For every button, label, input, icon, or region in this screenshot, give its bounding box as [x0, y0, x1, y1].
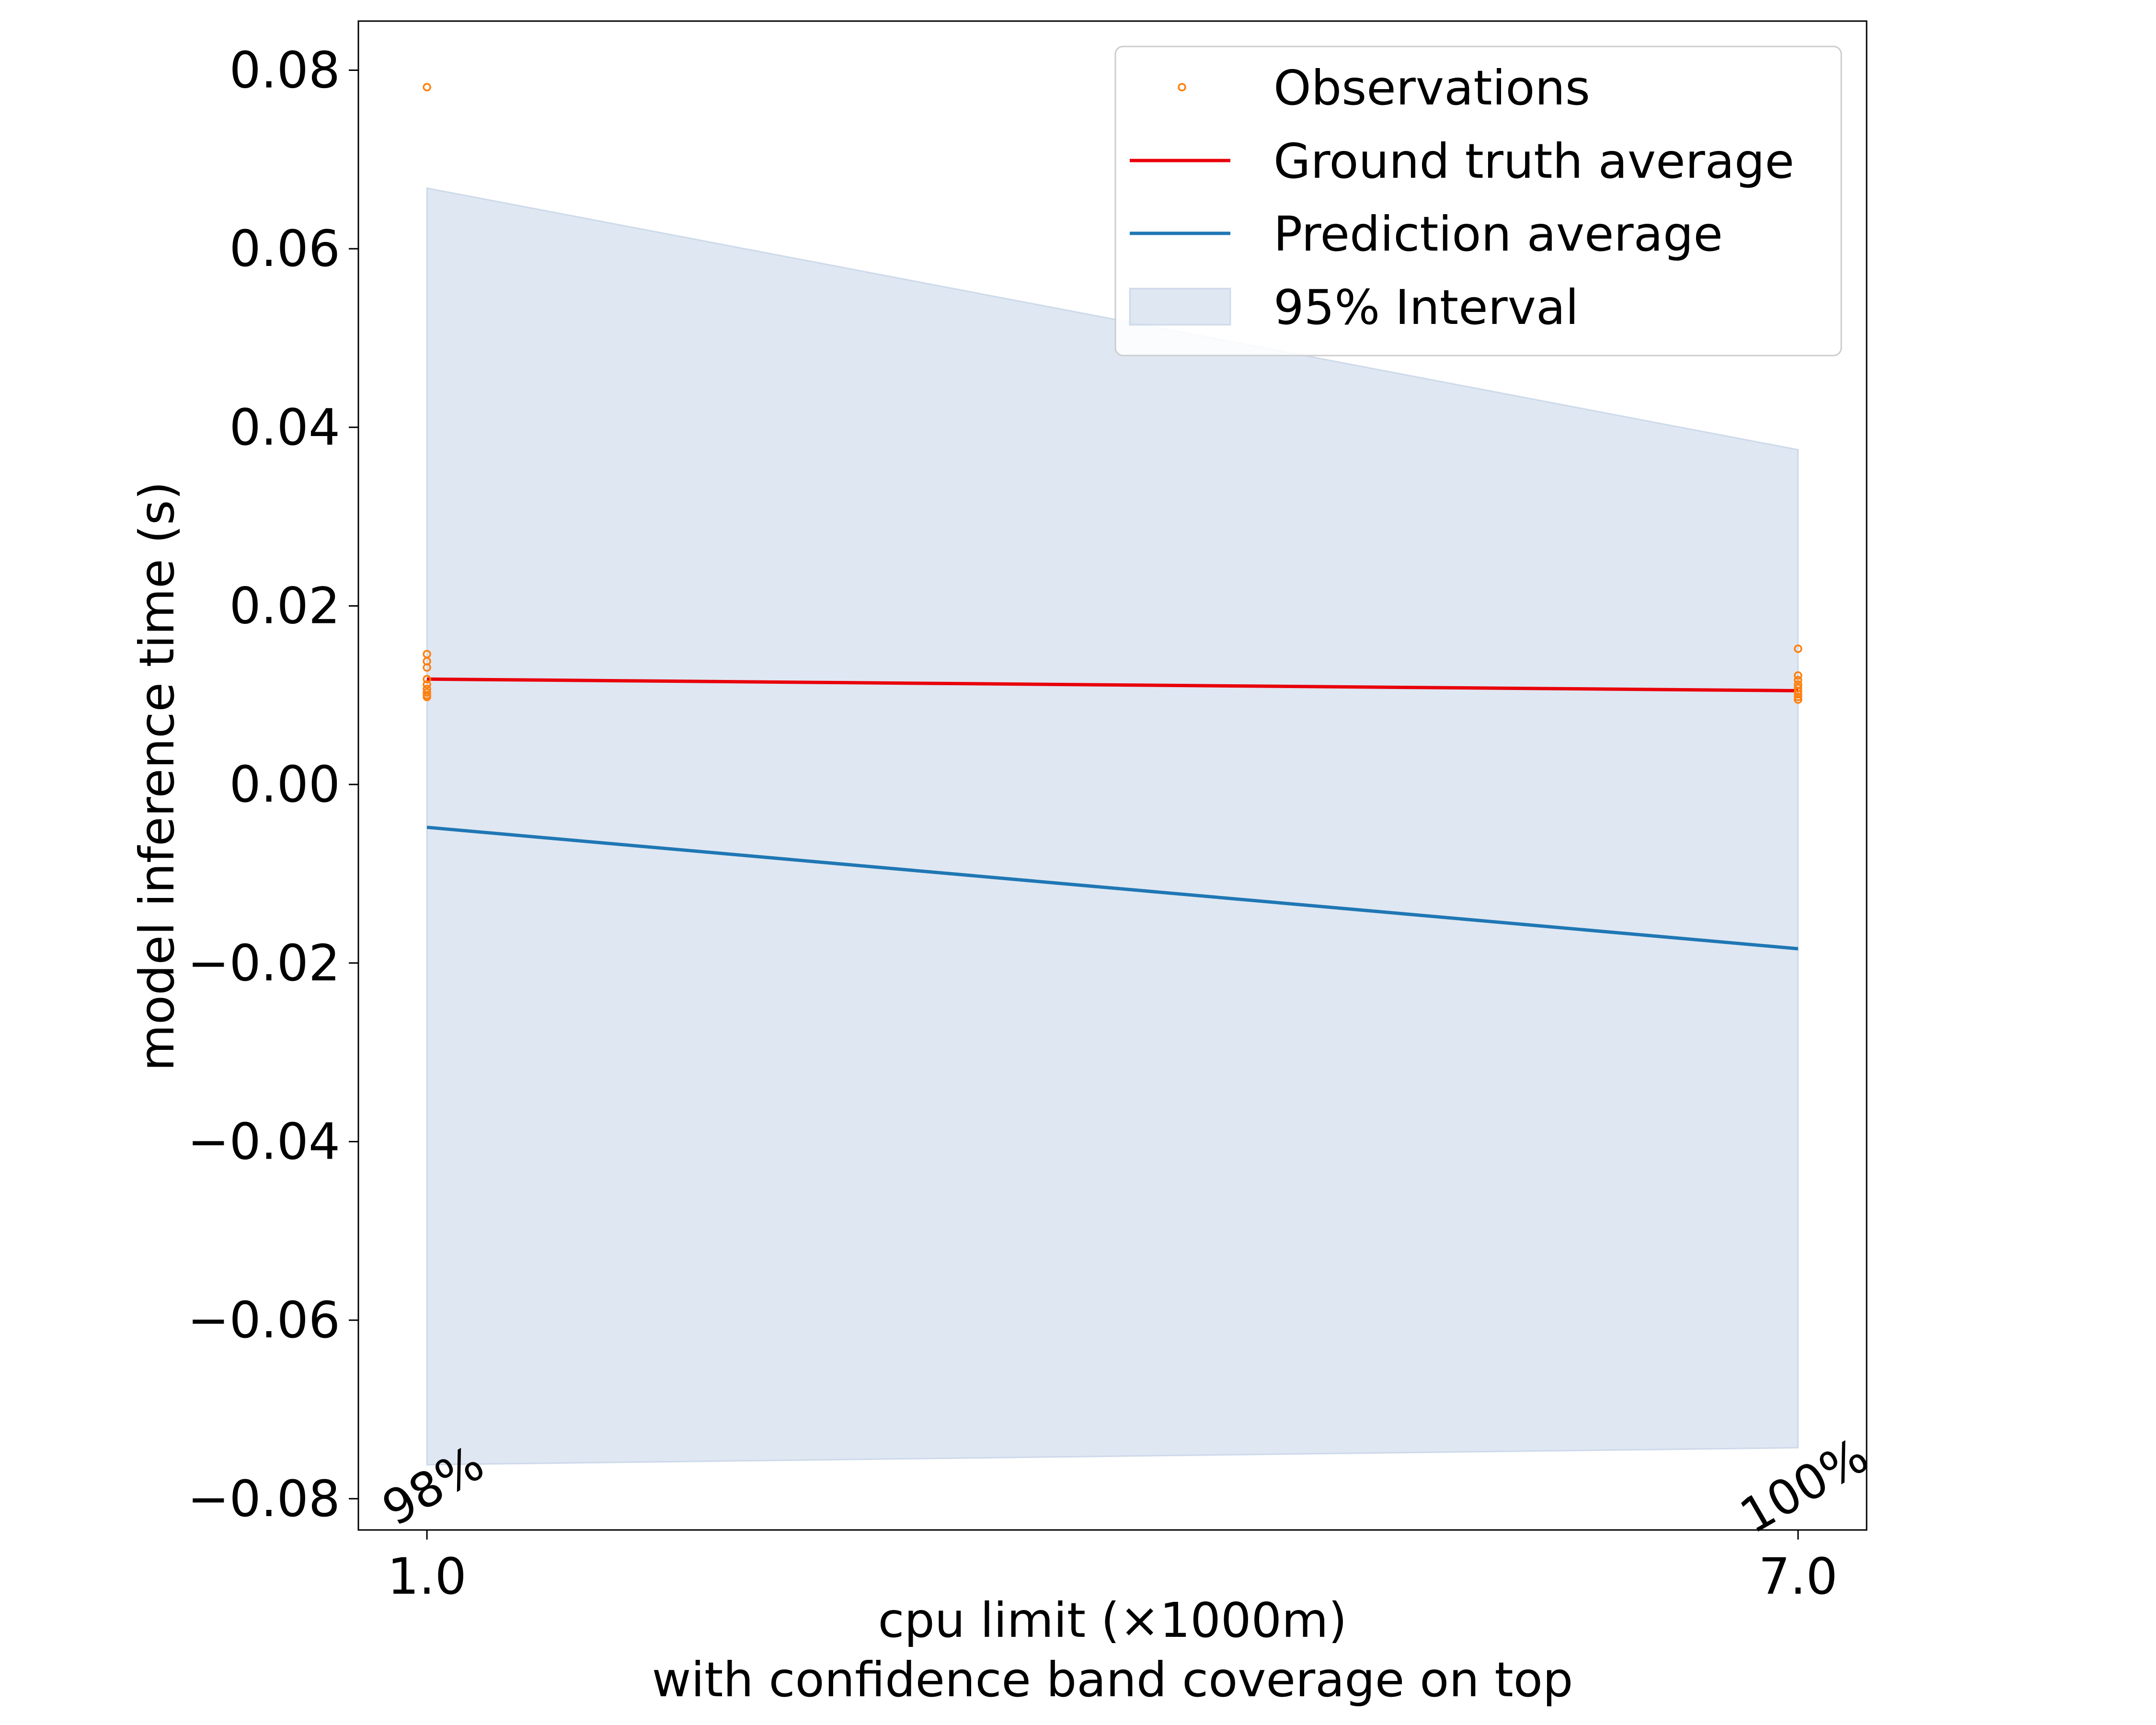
observation-point	[1794, 690, 1802, 699]
axes: −0.08 −0.06 −0.04 −0.02 0.00 0.02 0.04 0.06 0.08…	[187, 20, 1868, 1606]
prediction-average-line	[426, 826, 1799, 951]
legend-marker-observations	[1178, 83, 1186, 92]
observation-point	[1794, 692, 1802, 702]
observation-point	[1794, 687, 1802, 696]
y-tick-label: 0.00	[229, 755, 340, 814]
observation-point	[1794, 676, 1802, 684]
y-tick-label: 0.04	[229, 398, 340, 457]
y-tick-label: 0.06	[229, 219, 340, 278]
y-tick-label: −0.08	[187, 1470, 340, 1528]
legend-patch-interval	[1129, 288, 1231, 326]
x-tick-label: 7.0	[1758, 1547, 1837, 1606]
y-axis-title: model inference time (s)	[129, 481, 185, 1071]
ground-truth-average-line	[427, 677, 1798, 692]
legend-box	[1114, 46, 1842, 356]
y-tick-label: −0.02	[187, 934, 340, 992]
confidence-band	[426, 187, 1799, 1466]
observation-point	[1794, 671, 1802, 680]
axes-frame	[357, 20, 1868, 1531]
observation-point	[1794, 695, 1802, 704]
x-tick-label: 1.0	[387, 1547, 466, 1606]
y-tick-label: 0.08	[229, 41, 340, 99]
legend-label: Ground truth average	[1273, 133, 1794, 189]
y-tick-label: −0.04	[187, 1112, 340, 1171]
legend: Observations Ground truth average Predicti…	[1114, 46, 1842, 356]
legend-label: 95% Interval	[1273, 279, 1579, 335]
observation-point	[423, 83, 431, 92]
x-axis-title-line2: with confidence band coverage on top	[652, 1652, 1573, 1708]
x-axis-title: cpu limit (×1000m)	[878, 1592, 1347, 1648]
observation-point	[423, 663, 431, 672]
observation-point	[423, 680, 431, 689]
legend-label: Observations	[1273, 60, 1590, 116]
y-tick-label: −0.06	[187, 1291, 340, 1349]
legend-label: Prediction average	[1273, 206, 1723, 262]
y-tick-label: 0.02	[229, 576, 340, 635]
observation-point	[1794, 644, 1802, 653]
observation-point	[423, 688, 431, 697]
observation-point	[423, 675, 431, 684]
observation-point	[423, 692, 431, 702]
